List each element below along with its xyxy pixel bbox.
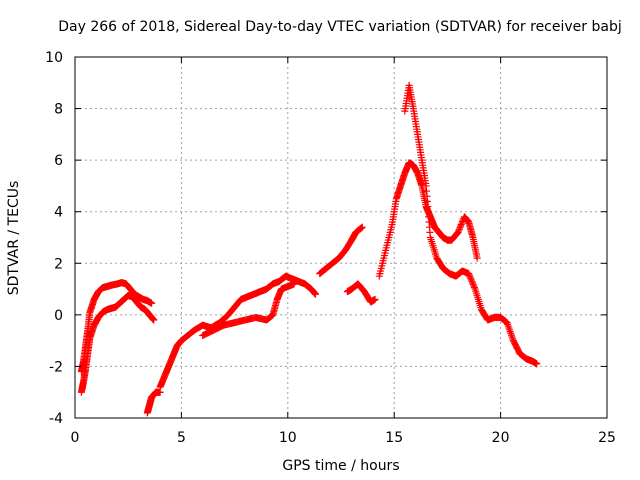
y-tick-label: 0 (54, 308, 63, 324)
data-point (457, 221, 465, 229)
x-tick-label: 0 (71, 430, 80, 446)
plot-frame (74, 56, 608, 419)
data-point (455, 225, 463, 233)
x-tick-label: 25 (598, 430, 616, 446)
series-trace-6 (316, 223, 366, 278)
x-tick-label: 20 (492, 430, 510, 446)
series-trace-9 (401, 81, 541, 368)
data-point (455, 227, 463, 235)
grid (75, 57, 607, 418)
data-point (469, 279, 477, 287)
data-point (467, 276, 475, 284)
y-tick-label: 4 (54, 205, 63, 221)
data-point (290, 280, 298, 288)
data-point (358, 223, 366, 231)
data-point (148, 299, 156, 307)
data-point (454, 228, 462, 236)
y-axis-label: SDTVAR / TECUs (6, 181, 22, 296)
y-tick-label: 8 (54, 102, 63, 118)
data-point (467, 274, 475, 282)
chart-title: Day 266 of 2018, Sidereal Day-to-day VTE… (58, 19, 621, 35)
x-tick-label: 10 (279, 430, 297, 446)
data-point (468, 277, 476, 285)
data-point (465, 270, 473, 278)
axis-ticks: 0 5 10 15 20 25 -4 -2 0 2 4 6 8 10 (45, 50, 616, 446)
data-point (470, 284, 478, 292)
x-tick-label: 5 (177, 430, 186, 446)
data-point (150, 316, 158, 324)
data-point (466, 273, 474, 281)
x-axis-label: GPS time / hours (282, 458, 399, 474)
y-tick-label: -2 (49, 359, 63, 375)
y-tick-label: 2 (54, 256, 63, 272)
series-trace-2 (77, 292, 158, 396)
data-point (470, 282, 478, 290)
data-point (533, 360, 541, 368)
data-point (473, 254, 481, 262)
data-point (469, 280, 477, 288)
series-trace-3 (143, 388, 164, 417)
data-points (77, 81, 541, 417)
data-point (465, 271, 473, 279)
y-tick-label: -4 (49, 411, 63, 427)
series-trace-7 (343, 280, 379, 306)
y-tick-label: 10 (45, 50, 63, 66)
series-trace-8 (375, 159, 481, 280)
data-point (458, 219, 466, 227)
data-point (457, 222, 465, 230)
y-tick-label: 6 (54, 153, 63, 169)
x-tick-label: 15 (385, 430, 403, 446)
series-trace-5 (199, 280, 298, 339)
data-point (371, 295, 379, 303)
series-trace-4 (156, 272, 319, 391)
data-point (456, 224, 464, 232)
data-point (311, 290, 319, 298)
